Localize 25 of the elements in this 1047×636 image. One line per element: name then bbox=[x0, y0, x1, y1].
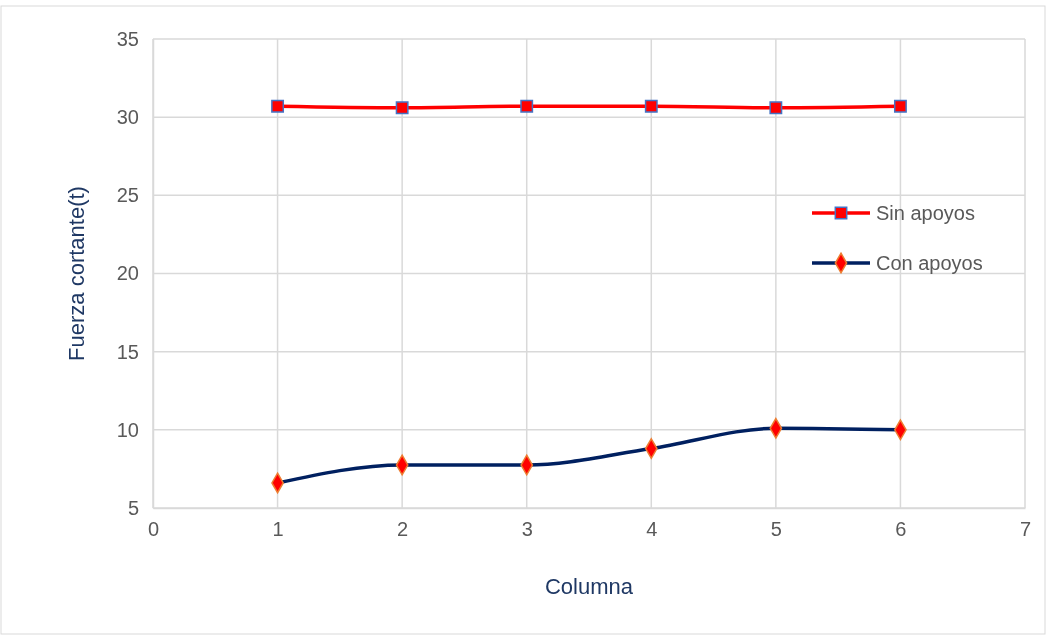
x-tick-label: 6 bbox=[895, 518, 907, 541]
point bbox=[769, 101, 783, 115]
y-axis-title: Fuerza cortante(t) bbox=[64, 186, 89, 361]
point bbox=[644, 99, 658, 113]
x-tick-label: 7 bbox=[1019, 518, 1032, 541]
point bbox=[271, 99, 285, 113]
y-tick-label: 30 bbox=[116, 106, 139, 129]
x-tick-label: 5 bbox=[770, 518, 782, 541]
y-tick-label: 35 bbox=[116, 27, 139, 50]
legend-label: Con apoyos bbox=[876, 252, 983, 274]
x-tick-label: 3 bbox=[521, 518, 533, 541]
y-tick-label: 15 bbox=[116, 340, 139, 363]
x-tick-label: 2 bbox=[397, 518, 409, 541]
point bbox=[893, 99, 907, 113]
y-tick-label: 25 bbox=[116, 184, 139, 207]
x-tick-label: 1 bbox=[272, 518, 284, 541]
x-tick-label: 4 bbox=[646, 518, 658, 541]
y-tick-label: 5 bbox=[127, 496, 139, 519]
x-axis-title: Columna bbox=[544, 574, 634, 599]
point bbox=[520, 99, 534, 113]
y-tick-label: 10 bbox=[116, 418, 139, 441]
point bbox=[395, 101, 409, 115]
x-tick-label: 0 bbox=[147, 518, 160, 541]
y-tick-label: 20 bbox=[116, 262, 139, 285]
legend-label: Sin apoyos bbox=[876, 202, 975, 224]
